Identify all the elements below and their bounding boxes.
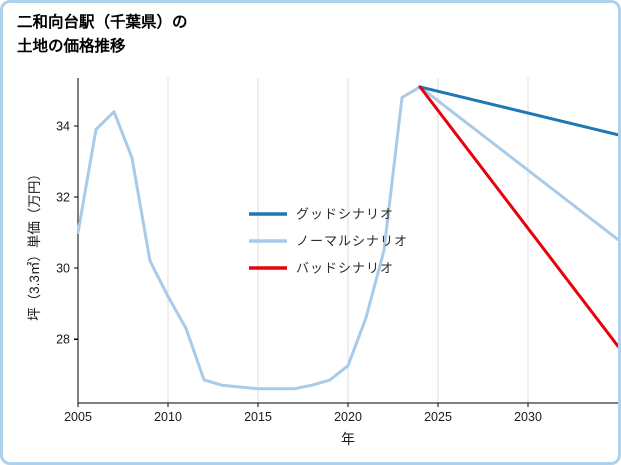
chart-title-line2: 土地の価格推移 <box>17 38 126 56</box>
legend-label-bad: バッドシナリオ <box>296 261 394 276</box>
legend-label-normal: ノーマルシナリオ <box>296 234 408 249</box>
chart-title-line1: 二和向台駅（千葉県）の <box>17 14 188 31</box>
y-tick-label: 28 <box>56 333 70 347</box>
x-tick-label: 2010 <box>154 410 182 424</box>
y-tick-label: 34 <box>56 119 70 133</box>
x-tick-label: 2020 <box>334 410 362 424</box>
legend-label-good: グッドシナリオ <box>296 207 394 222</box>
x-axis-label: 年 <box>341 431 355 447</box>
x-tick-label: 2015 <box>244 410 272 424</box>
series-line-normal <box>76 85 618 391</box>
y-tick-label: 30 <box>56 262 70 276</box>
series-line-good <box>418 85 618 137</box>
y-axis-label: 坪（3.3㎡）単価（万円） <box>27 167 42 321</box>
line-chart-canvas: 2005 2010 2015 2020 2025 2030 28 30 32 34 グッドシナリオノ… <box>56 78 618 424</box>
x-tick-label: 2030 <box>514 410 542 424</box>
x-tick-label: 2025 <box>424 410 452 424</box>
series-line-bad <box>418 85 618 348</box>
chart-title: 二和向台駅（千葉県）の 土地の価格推移 <box>17 11 188 59</box>
x-tick-label: 2005 <box>64 410 92 424</box>
y-tick-label: 32 <box>56 190 70 204</box>
